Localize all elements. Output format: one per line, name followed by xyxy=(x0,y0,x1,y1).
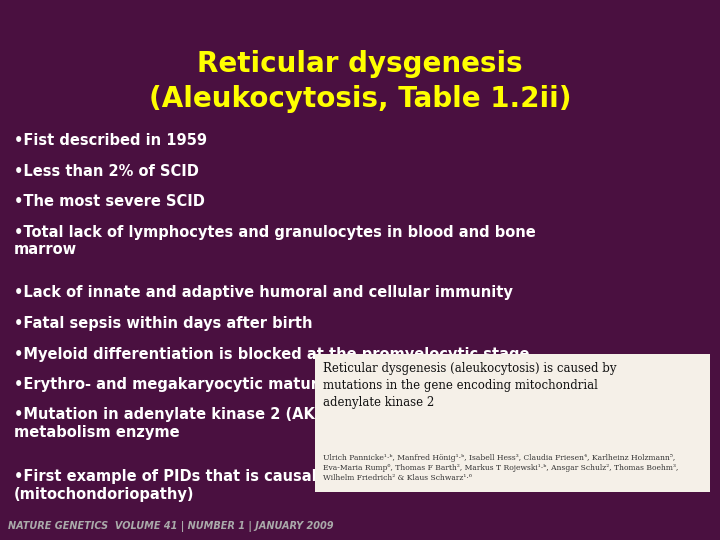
Text: •Lack of innate and adaptive humoral and cellular immunity: •Lack of innate and adaptive humoral and… xyxy=(14,286,513,300)
Text: •Erythro- and megakaryocytic maturation is normal: •Erythro- and megakaryocytic maturation … xyxy=(14,377,442,392)
Text: •Myeloid differentiation is blocked at the promyelocytic stage: •Myeloid differentiation is blocked at t… xyxy=(14,347,529,361)
Text: •Mutation in adenylate kinase 2 (AK2), mitochondrial energy
metabolism enzyme: •Mutation in adenylate kinase 2 (AK2), m… xyxy=(14,408,520,441)
Text: NATURE GENETICS  VOLUME 41 | NUMBER 1 | JANUARY 2009: NATURE GENETICS VOLUME 41 | NUMBER 1 | J… xyxy=(8,521,333,532)
Text: •Fatal sepsis within days after birth: •Fatal sepsis within days after birth xyxy=(14,316,312,331)
Text: •Total lack of lymphocytes and granulocytes in blood and bone
marrow: •Total lack of lymphocytes and granulocy… xyxy=(14,225,536,258)
Text: Reticular dysgenesis
(Aleukocytosis, Table 1.2ii): Reticular dysgenesis (Aleukocytosis, Tab… xyxy=(149,50,571,113)
FancyBboxPatch shape xyxy=(315,354,710,492)
Text: Reticular dysgenesis (aleukocytosis) is caused by
mutations in the gene encoding: Reticular dysgenesis (aleukocytosis) is … xyxy=(323,362,616,409)
Text: •Fist described in 1959: •Fist described in 1959 xyxy=(14,133,207,148)
Text: Ulrich Pannicke¹⋅ᵇ, Manfred Hönig¹⋅ᵇ, Isabell Hess³, Claudia Friesen⁴, Karlheinz: Ulrich Pannicke¹⋅ᵇ, Manfred Hönig¹⋅ᵇ, Is… xyxy=(323,454,678,482)
Text: •Less than 2% of SCID: •Less than 2% of SCID xyxy=(14,164,199,179)
Text: •First example of PIDs that is causally linked to energy metabolism
(mitochondor: •First example of PIDs that is causally … xyxy=(14,469,574,502)
Text: •The most severe SCID: •The most severe SCID xyxy=(14,194,205,209)
